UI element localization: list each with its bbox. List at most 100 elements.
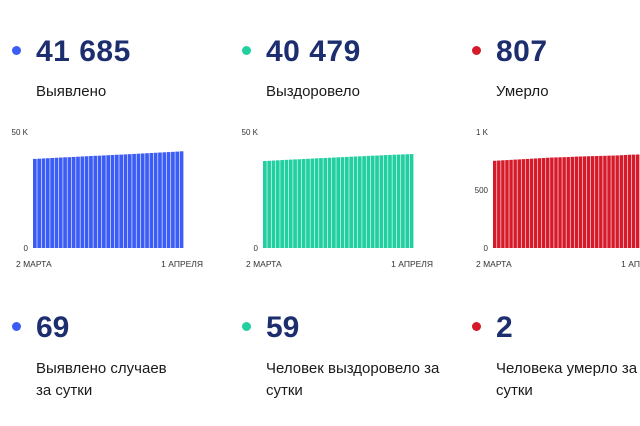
bar [619,155,623,248]
bar [280,160,284,248]
x-tick-label: 1 АПРЕЛЯ [621,259,640,269]
x-tick-label: 1 АПРЕЛЯ [161,259,203,269]
series-dot-icon [242,46,251,55]
bar [375,155,379,248]
total-value: 807 [496,35,548,68]
bar [505,160,509,248]
bar [45,158,50,248]
bar [546,157,550,248]
bar [267,160,272,248]
y-tick-label: 50 K [12,128,29,137]
bar [179,151,184,248]
bar [171,151,175,248]
series-dot-icon [12,46,21,55]
bar [537,158,542,248]
y-tick-label: 50 K [242,128,259,137]
total-value: 41 685 [36,35,131,68]
bar [263,161,267,248]
bar [550,157,554,248]
bar [513,159,517,248]
bar [127,154,132,248]
bar [615,155,619,248]
series-dot-icon [12,322,21,331]
y-tick-label: 1 K [476,128,489,137]
bar [76,156,80,248]
bar [493,160,497,248]
bar [67,157,72,248]
bar [566,157,570,248]
bar [409,154,414,248]
bar [102,155,106,248]
bar [97,155,102,248]
bar [145,153,149,248]
series-dot-icon [472,46,481,55]
bar [574,156,579,248]
bar [33,158,37,248]
bar [366,155,371,248]
bar [631,154,636,248]
bar [562,157,566,248]
bar [501,160,505,248]
bar [297,159,302,248]
bar [93,155,98,248]
bar [288,159,293,248]
total-caption: Выявлено [36,83,107,100]
bar [599,155,603,248]
bar [590,156,595,248]
y-tick-label: 500 [475,186,489,195]
bar [517,159,521,248]
bar [153,152,158,248]
bar [327,157,332,248]
bar [114,154,119,248]
x-tick-label: 2 МАРТА [246,259,282,269]
bar [570,156,575,248]
bar [497,160,501,248]
bar [383,155,388,248]
bar [323,157,328,248]
bar [84,156,89,248]
bar [89,156,93,248]
bar [635,154,640,248]
bar [379,155,384,248]
total-caption: Умерло [496,83,549,100]
y-tick-label: 0 [484,244,489,253]
bar [158,152,162,248]
bar [162,152,167,248]
total-value: 40 479 [266,35,361,68]
bar [529,158,534,248]
bar [344,156,349,248]
bar [578,156,583,248]
x-tick-label: 1 АПРЕЛЯ [391,259,433,269]
bar [509,159,513,248]
daily-caption: Выявлено случаев за сутки [36,360,167,399]
bar [123,154,128,248]
bar [388,154,392,248]
bar [521,159,526,248]
bar [275,160,280,248]
bar [603,155,607,248]
bar [54,157,59,248]
series-dot-icon [472,322,481,331]
bar [541,157,546,248]
bar [340,157,345,248]
bar [357,156,362,248]
bar [558,157,562,248]
x-tick-label: 2 МАРТА [16,259,52,269]
bar [405,154,410,248]
bar [41,158,46,248]
bar [306,158,310,248]
bar [106,155,111,248]
bar [58,157,63,248]
bar [349,156,353,248]
panel-died: 807 Умерло 1 K 500 0 2 МАРТА 1 АПРЕЛЯ 2 Чело… [460,0,640,426]
bar [623,154,628,248]
bar [136,153,141,248]
bar [271,160,276,248]
bar [332,157,336,248]
bar [301,159,306,248]
chart-died: 1 K 500 0 2 МАРТА 1 АПРЕЛЯ [475,128,640,269]
series-dot-icon [242,322,251,331]
daily-caption: Человека умерло за сутки [496,360,638,399]
bar [396,154,401,248]
